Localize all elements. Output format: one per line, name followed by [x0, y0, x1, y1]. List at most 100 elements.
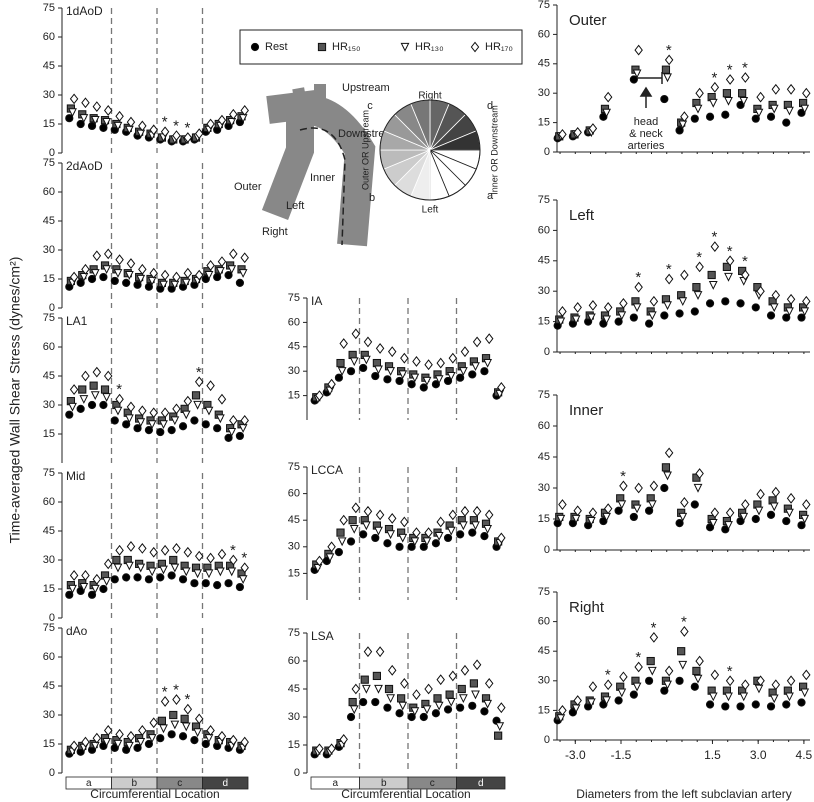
point — [786, 492, 796, 504]
point — [149, 546, 158, 558]
point — [782, 118, 791, 127]
point — [204, 271, 214, 280]
point — [113, 269, 123, 278]
point — [632, 303, 642, 313]
point — [69, 271, 79, 283]
point — [471, 690, 480, 700]
point — [224, 579, 233, 588]
point — [660, 311, 669, 320]
point — [136, 129, 146, 139]
point — [346, 367, 356, 376]
point — [138, 263, 147, 275]
point — [664, 273, 674, 285]
point — [644, 506, 654, 515]
point — [144, 575, 154, 584]
point — [229, 248, 238, 260]
point — [87, 274, 97, 284]
point — [315, 390, 324, 402]
point — [136, 737, 146, 747]
point — [739, 512, 749, 522]
point — [361, 521, 371, 531]
significance: * — [173, 118, 179, 135]
head-neck-bracket — [634, 72, 663, 108]
pie-label: c — [367, 100, 373, 112]
y-tick-label: 0 — [544, 544, 550, 556]
point — [183, 703, 193, 715]
point — [769, 694, 779, 704]
x-tick-label: 4.5 — [796, 748, 813, 762]
point — [721, 525, 730, 534]
point — [797, 108, 806, 117]
point — [384, 684, 394, 694]
point — [191, 391, 201, 400]
point — [190, 579, 199, 588]
point — [471, 521, 480, 531]
point — [446, 697, 456, 707]
point — [663, 73, 672, 83]
y-tick-label: 60 — [288, 488, 300, 500]
point — [383, 375, 392, 384]
point — [412, 356, 421, 367]
point — [407, 712, 416, 722]
point — [87, 590, 97, 599]
point — [614, 317, 623, 326]
y-tick-label: 15 — [288, 739, 300, 751]
point — [708, 519, 718, 528]
y-tick-label: 15 — [538, 117, 550, 129]
point — [124, 125, 134, 135]
panel-title: Left — [569, 207, 595, 224]
point — [206, 118, 215, 130]
point — [497, 532, 506, 544]
point — [649, 295, 659, 307]
point — [170, 563, 180, 573]
panel-title: Mid — [66, 469, 85, 483]
point — [147, 420, 157, 430]
point — [387, 664, 397, 676]
point — [471, 362, 480, 372]
point — [785, 508, 794, 518]
point — [78, 385, 87, 394]
point — [785, 692, 794, 702]
annotation: head — [634, 116, 658, 128]
point — [240, 415, 249, 426]
point — [741, 72, 750, 83]
point — [99, 123, 108, 132]
x-tick-label: 1.5 — [704, 748, 721, 762]
band-label: d — [222, 778, 228, 789]
point — [149, 407, 158, 419]
y-tick-label: 30 — [43, 709, 55, 721]
pie-label: b — [369, 192, 375, 204]
point — [213, 272, 222, 282]
point — [235, 582, 245, 592]
point — [468, 701, 477, 710]
point — [194, 550, 204, 562]
point — [172, 271, 181, 283]
point — [802, 669, 811, 681]
aorta-label: Right — [262, 226, 288, 238]
point — [336, 528, 345, 537]
point — [619, 297, 628, 309]
point — [76, 404, 85, 413]
point — [217, 548, 227, 560]
point — [126, 541, 136, 552]
point — [422, 705, 432, 715]
point — [387, 346, 397, 358]
point — [710, 81, 720, 93]
point — [149, 717, 158, 729]
point — [433, 694, 442, 703]
point — [407, 380, 416, 389]
point — [193, 569, 203, 579]
point — [782, 700, 791, 709]
point — [90, 391, 100, 401]
y-tick-label: 0 — [49, 612, 55, 624]
point — [800, 514, 810, 524]
point — [348, 697, 357, 707]
legend-label: HR₁₅₀ — [332, 41, 361, 53]
point — [180, 714, 189, 723]
point — [724, 521, 733, 530]
point — [782, 313, 791, 322]
point — [360, 675, 369, 684]
point — [69, 93, 79, 105]
point — [419, 712, 428, 722]
point — [443, 705, 453, 714]
